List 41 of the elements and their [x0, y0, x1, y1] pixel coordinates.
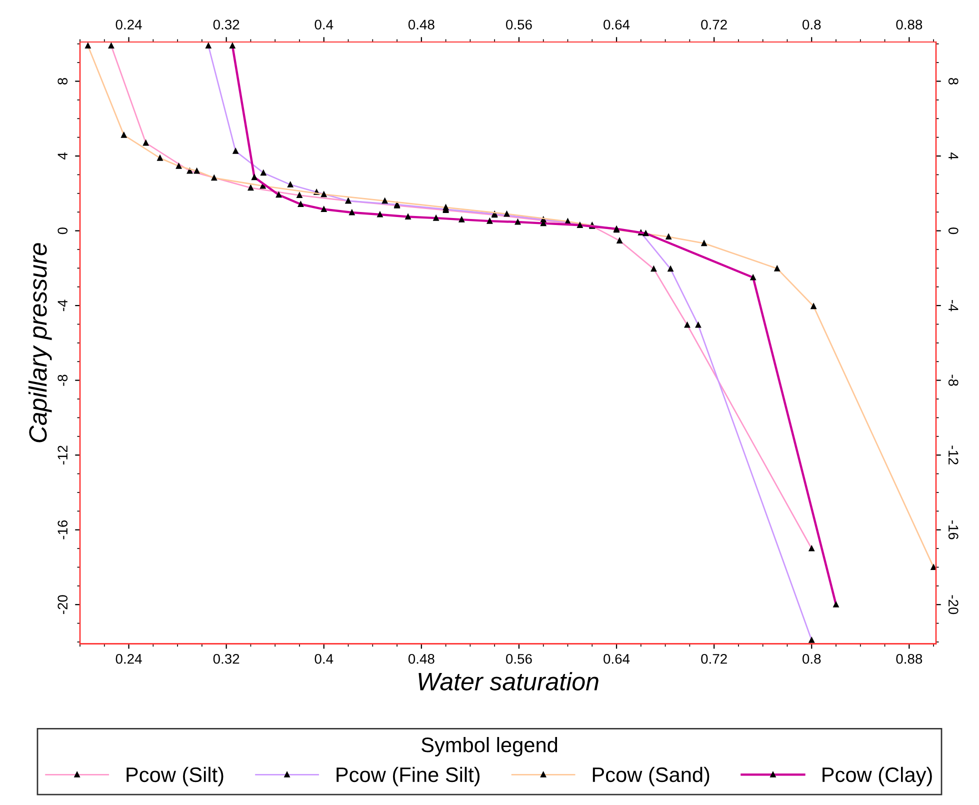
y2-tick-label: -12: [948, 446, 958, 464]
x2-tick-label: 0.4: [314, 20, 334, 30]
legend-label: Pcow (Clay): [822, 766, 932, 786]
x-tick-label: 0.48: [408, 654, 434, 664]
y-tick-label: -4: [58, 300, 68, 312]
legend-label: Pcow (Fine Silt): [336, 766, 480, 786]
y-axis-title: Capillary pressure: [28, 243, 52, 442]
x-tick-label: 0.64: [604, 654, 630, 664]
x2-tick-label: 0.56: [506, 20, 532, 30]
x2-tick-label: 0.72: [701, 20, 727, 30]
y2-tick-label: 4: [948, 152, 958, 160]
y2-tick-label: 8: [948, 78, 958, 85]
x-tick-label: 0.8: [802, 654, 821, 664]
x-tick-label: 0.72: [701, 654, 727, 664]
y-tick-label: -8: [58, 374, 68, 386]
y-tick-label: 8: [58, 78, 68, 85]
y-tick-label: 4: [58, 152, 68, 160]
x2-tick-label: 0.8: [802, 20, 821, 30]
y-tick-label: 0: [58, 227, 68, 234]
y2-tick-label: -4: [948, 300, 958, 312]
x2-tick-label: 0.64: [604, 20, 630, 30]
y-tick-label: -20: [58, 595, 68, 614]
y-tick-label: -16: [58, 520, 68, 540]
y2-tick-label: -16: [948, 520, 958, 540]
x-tick-label: 0.4: [314, 654, 334, 664]
x-tick-label: 0.56: [506, 654, 532, 664]
x-axis-title: Water saturation: [418, 672, 598, 690]
x2-tick-label: 0.32: [213, 20, 240, 30]
legend-label: Pcow (Silt): [126, 766, 224, 786]
y2-tick-label: -20: [948, 595, 958, 614]
legend-title: Symbol legend: [422, 736, 558, 756]
x2-tick-label: 0.48: [408, 20, 434, 30]
x-tick-label: 0.32: [213, 654, 240, 664]
x2-tick-label: 0.88: [896, 20, 922, 30]
x-tick-label: 0.88: [896, 654, 922, 664]
y2-tick-label: -8: [948, 374, 958, 386]
y2-tick-label: 0: [948, 227, 958, 234]
y-tick-label: -12: [58, 446, 68, 464]
legend-label: Pcow (Sand): [592, 766, 710, 786]
x-tick-label: 0.24: [116, 654, 142, 664]
x2-tick-label: 0.24: [116, 20, 142, 30]
